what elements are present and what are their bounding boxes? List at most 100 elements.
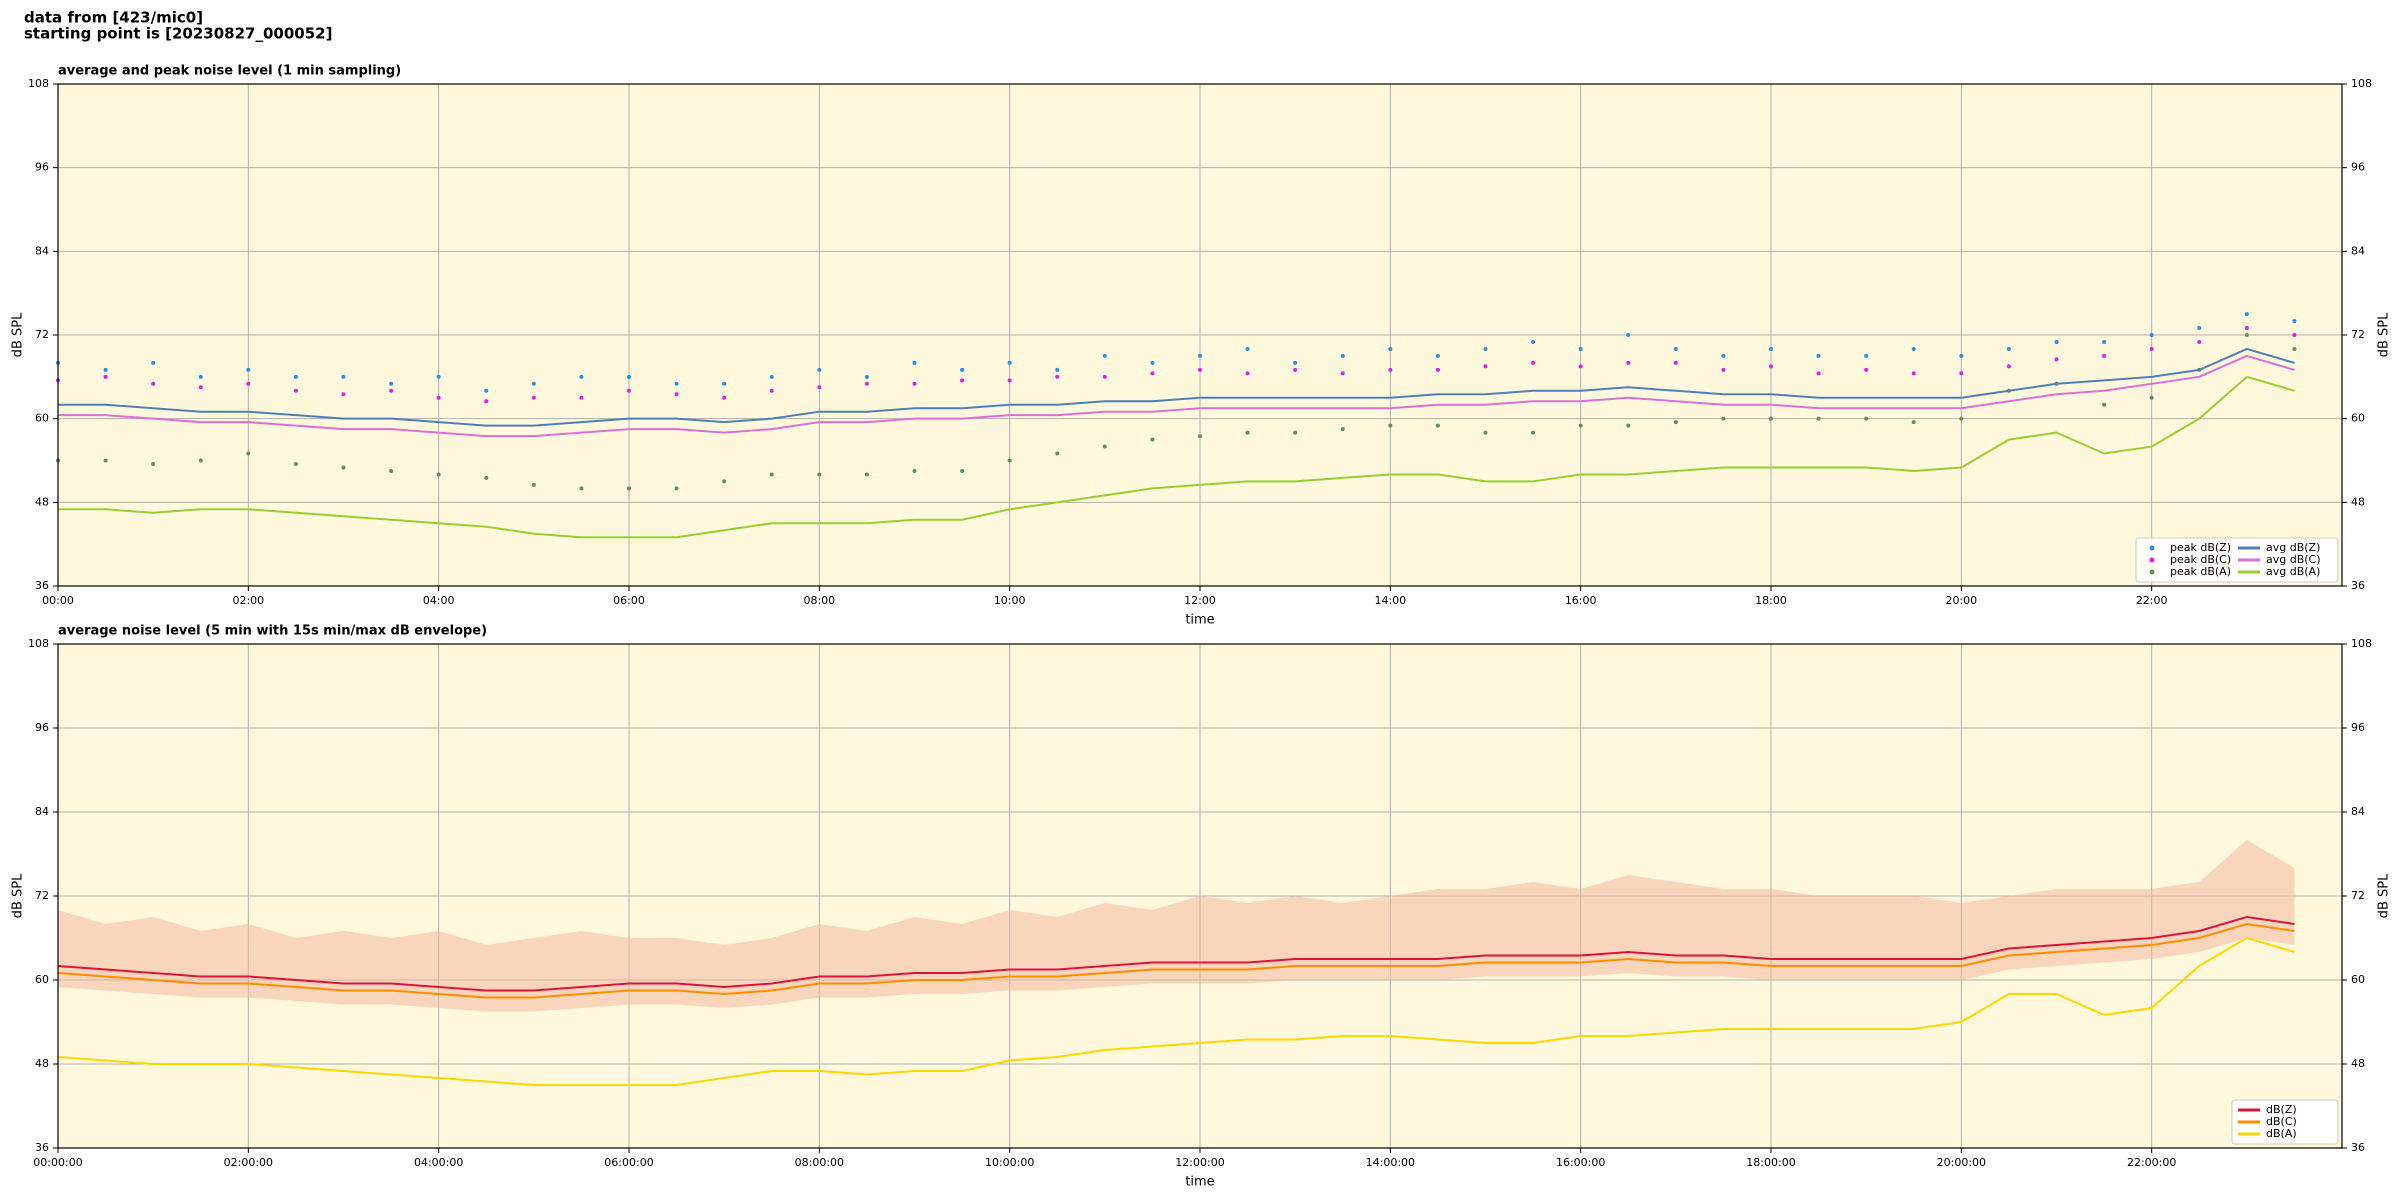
series-point bbox=[1721, 416, 1726, 421]
series-point bbox=[293, 388, 298, 393]
y-tick-label: 84 bbox=[2351, 805, 2365, 818]
y-tick-label: 36 bbox=[2351, 1141, 2365, 1154]
y-tick-label: 108 bbox=[2351, 637, 2372, 650]
series-point bbox=[1531, 360, 1536, 365]
series-point bbox=[912, 381, 917, 386]
series-point bbox=[2244, 326, 2249, 331]
y-tick-label: 96 bbox=[2351, 161, 2365, 174]
y-tick-label: 60 bbox=[2351, 412, 2365, 425]
series-point bbox=[1673, 420, 1678, 425]
series-point bbox=[1055, 451, 1060, 456]
series-point bbox=[627, 374, 631, 379]
series-point bbox=[151, 381, 156, 386]
series-point bbox=[817, 472, 822, 477]
series-point bbox=[389, 468, 394, 473]
series-point bbox=[2102, 339, 2107, 344]
series-point bbox=[2006, 346, 2011, 351]
header-line: starting point is [20230827_000052] bbox=[24, 25, 332, 43]
x-tick-label: 20:00 bbox=[1945, 594, 1977, 607]
series-point bbox=[1959, 416, 1964, 421]
y-tick-label: 72 bbox=[35, 328, 49, 341]
series-point bbox=[1102, 444, 1107, 449]
series-point bbox=[1483, 346, 1488, 351]
y-tick-label: 84 bbox=[2351, 244, 2365, 257]
series-line bbox=[57, 915, 2295, 992]
x-tick-label: 04:00:00 bbox=[414, 1156, 463, 1169]
series-point bbox=[864, 472, 869, 477]
series-point bbox=[1340, 371, 1345, 376]
x-tick-label: 08:00 bbox=[803, 594, 835, 607]
legend-label: dB(Z) bbox=[2266, 1103, 2297, 1116]
envelope bbox=[58, 840, 2295, 1012]
series-point bbox=[1673, 346, 1678, 351]
x-tick-label: 12:00 bbox=[1184, 594, 1216, 607]
series-point bbox=[198, 385, 203, 390]
series-point bbox=[1959, 353, 1964, 358]
series-point bbox=[2292, 346, 2297, 351]
x-tick-label: 00:00 bbox=[42, 594, 74, 607]
series-point bbox=[2149, 333, 2154, 337]
series-point bbox=[293, 461, 298, 466]
series-point bbox=[1578, 346, 1583, 351]
y-tick-label: 36 bbox=[35, 579, 49, 592]
y-tick-label: 84 bbox=[35, 805, 49, 818]
series-point bbox=[1578, 423, 1583, 428]
series-point bbox=[1055, 367, 1060, 372]
x-tick-label: 18:00 bbox=[1755, 594, 1787, 607]
series-point bbox=[627, 388, 631, 393]
series-line bbox=[57, 922, 2295, 999]
series-point bbox=[389, 388, 394, 393]
series-point bbox=[1150, 360, 1155, 365]
legend-label: avg dB(C) bbox=[2266, 553, 2321, 566]
series-point bbox=[246, 367, 251, 372]
series-point bbox=[2054, 339, 2059, 344]
series-point bbox=[769, 472, 774, 477]
legend-box bbox=[2135, 537, 2339, 583]
x-tick-label: 02:00:00 bbox=[224, 1156, 273, 1169]
legend-label: peak dB(C) bbox=[2170, 553, 2231, 566]
series-point bbox=[1102, 353, 1107, 358]
legend-label: dB(A) bbox=[2266, 1127, 2297, 1140]
series-point bbox=[1198, 434, 1202, 439]
legend-label: peak dB(A) bbox=[2170, 565, 2231, 578]
series-point bbox=[2054, 357, 2059, 362]
legend-label: avg dB(Z) bbox=[2266, 541, 2320, 554]
series-point bbox=[2197, 326, 2202, 331]
series-point bbox=[1531, 430, 1536, 435]
legend-swatch bbox=[2149, 557, 2155, 563]
series-point bbox=[1340, 353, 1345, 358]
plot-title: average noise level (5 min with 15s min/… bbox=[58, 624, 487, 639]
series-point bbox=[1626, 333, 1631, 337]
x-tick-label: 16:00 bbox=[1565, 594, 1597, 607]
x-tick-label: 14:00:00 bbox=[1366, 1156, 1415, 1169]
series-point bbox=[960, 468, 965, 473]
series-point bbox=[1435, 367, 1440, 372]
series-point bbox=[722, 479, 727, 484]
plot-frame bbox=[57, 83, 2343, 587]
y-tick-label: 108 bbox=[28, 637, 49, 650]
series-point bbox=[1245, 346, 1250, 351]
series-point bbox=[1245, 430, 1250, 435]
series-point bbox=[1816, 416, 1821, 421]
series-point bbox=[1626, 423, 1631, 428]
y-tick-label: 72 bbox=[35, 889, 49, 902]
series-point bbox=[1435, 353, 1440, 358]
series-point bbox=[1864, 367, 1869, 372]
y-tick-label: 72 bbox=[2351, 889, 2365, 902]
series-point bbox=[341, 465, 346, 470]
series-point bbox=[1816, 371, 1821, 376]
series-point bbox=[198, 374, 203, 379]
y-tick-label: 72 bbox=[2351, 328, 2365, 341]
series-point bbox=[960, 367, 965, 372]
series-point bbox=[1864, 416, 1869, 421]
series-point bbox=[436, 374, 441, 379]
legend-label: peak dB(Z) bbox=[2170, 541, 2231, 554]
series-line bbox=[58, 347, 2295, 427]
series-point bbox=[1388, 423, 1393, 428]
series-point bbox=[436, 472, 441, 477]
series-point bbox=[2197, 339, 2202, 344]
legend-swatch bbox=[2149, 545, 2155, 551]
series-point bbox=[722, 381, 727, 386]
series-line bbox=[58, 375, 2295, 539]
series-point bbox=[1245, 371, 1250, 376]
